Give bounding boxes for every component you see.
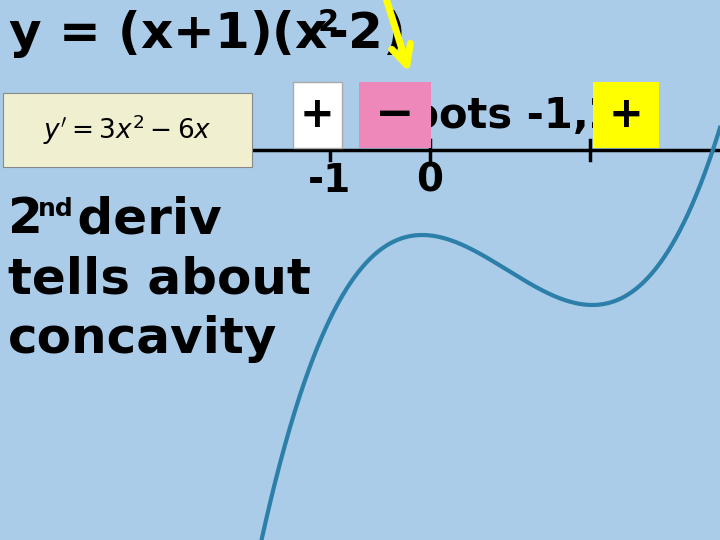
Text: roots -1,2: roots -1,2 (390, 95, 618, 137)
Text: +: + (300, 94, 335, 136)
FancyBboxPatch shape (293, 82, 342, 148)
Text: deriv: deriv (60, 195, 222, 243)
Text: $y' = 3x^2 - 6x$: $y' = 3x^2 - 6x$ (43, 113, 212, 147)
Text: 2: 2 (318, 8, 339, 37)
FancyBboxPatch shape (3, 93, 252, 167)
Text: −: − (375, 92, 415, 138)
Text: nd: nd (38, 197, 73, 221)
Text: +: + (608, 94, 644, 136)
FancyBboxPatch shape (593, 82, 659, 148)
Text: $\bf{y}$ = (x+1)(x-2): $\bf{y}$ = (x+1)(x-2) (8, 8, 403, 60)
Text: 0: 0 (416, 162, 444, 200)
FancyBboxPatch shape (359, 82, 431, 148)
Text: tells about: tells about (8, 255, 311, 303)
Text: -1: -1 (308, 162, 351, 200)
Text: concavity: concavity (8, 315, 277, 363)
Text: 2: 2 (8, 195, 43, 243)
